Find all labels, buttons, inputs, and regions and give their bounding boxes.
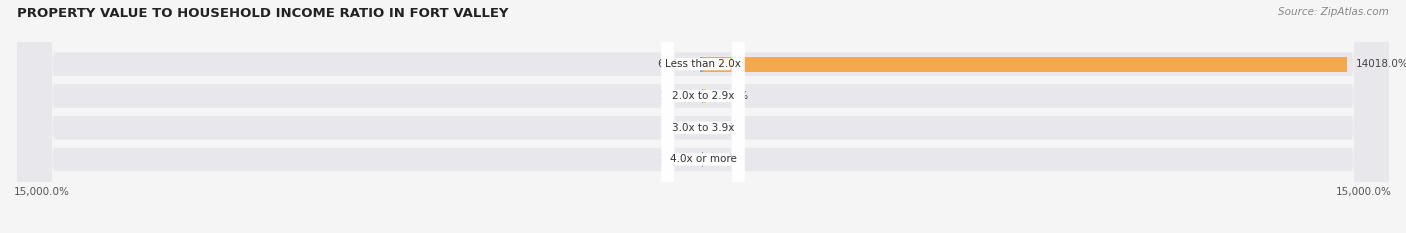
FancyBboxPatch shape bbox=[662, 0, 744, 233]
FancyBboxPatch shape bbox=[17, 0, 1389, 233]
Text: 2.0x to 2.9x: 2.0x to 2.9x bbox=[672, 91, 734, 101]
Text: 11.7%: 11.7% bbox=[661, 91, 693, 101]
Text: Less than 2.0x: Less than 2.0x bbox=[665, 59, 741, 69]
Bar bbox=[703, 57, 1347, 72]
Text: 6.0%: 6.0% bbox=[713, 123, 738, 133]
FancyBboxPatch shape bbox=[17, 0, 1389, 233]
Bar bbox=[700, 57, 703, 72]
Text: 4.0x or more: 4.0x or more bbox=[669, 154, 737, 164]
FancyBboxPatch shape bbox=[662, 0, 744, 233]
Legend: Without Mortgage, With Mortgage: Without Mortgage, With Mortgage bbox=[592, 231, 814, 233]
FancyBboxPatch shape bbox=[662, 0, 744, 233]
Bar bbox=[703, 89, 706, 103]
Text: 71.5%: 71.5% bbox=[716, 91, 748, 101]
Text: Source: ZipAtlas.com: Source: ZipAtlas.com bbox=[1278, 7, 1389, 17]
Text: 1.0%: 1.0% bbox=[713, 154, 738, 164]
Text: 67.5%: 67.5% bbox=[658, 59, 690, 69]
Text: 17.4%: 17.4% bbox=[659, 154, 693, 164]
Text: 15,000.0%: 15,000.0% bbox=[14, 188, 70, 197]
FancyBboxPatch shape bbox=[662, 0, 744, 233]
FancyBboxPatch shape bbox=[17, 0, 1389, 233]
Text: 15,000.0%: 15,000.0% bbox=[1336, 188, 1392, 197]
Text: 1.4%: 1.4% bbox=[668, 123, 693, 133]
Text: 14018.0%: 14018.0% bbox=[1355, 59, 1406, 69]
Text: 3.0x to 3.9x: 3.0x to 3.9x bbox=[672, 123, 734, 133]
Text: PROPERTY VALUE TO HOUSEHOLD INCOME RATIO IN FORT VALLEY: PROPERTY VALUE TO HOUSEHOLD INCOME RATIO… bbox=[17, 7, 509, 20]
FancyBboxPatch shape bbox=[17, 0, 1389, 233]
